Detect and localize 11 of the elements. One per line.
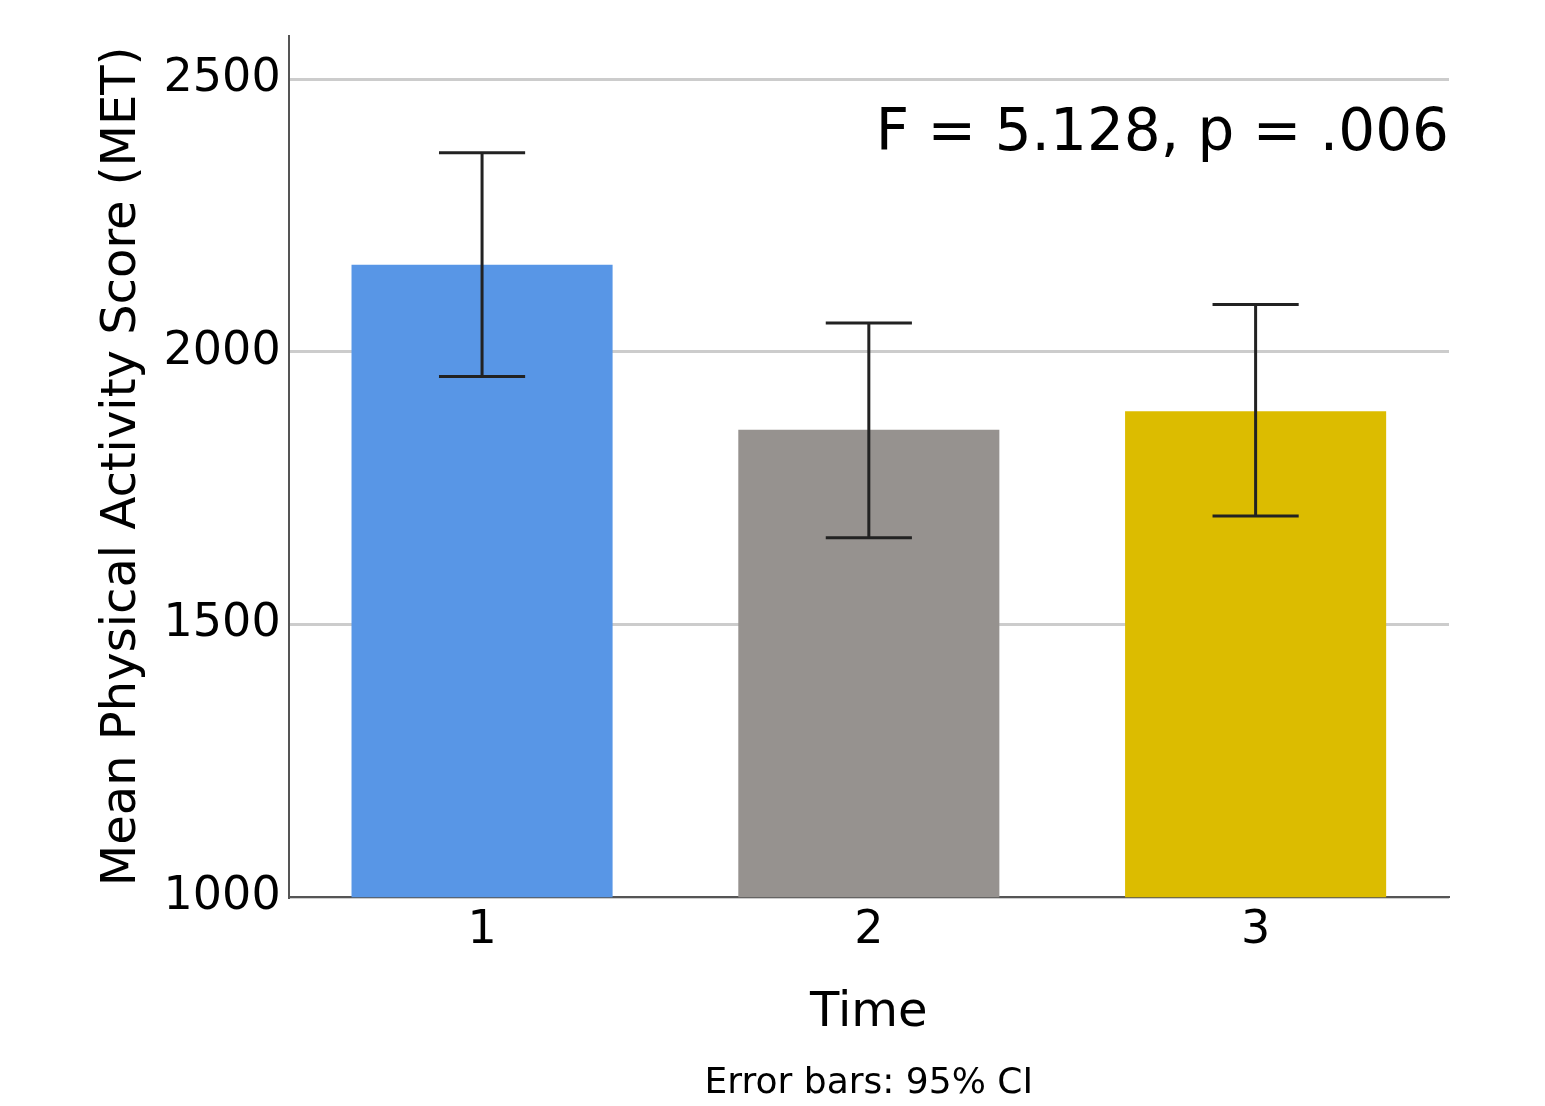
y-tick-label: 1500: [163, 593, 281, 648]
x-axis-title: Time: [809, 980, 928, 1037]
x-tick-label: 2: [854, 899, 884, 954]
text: Error bars: 95% CI: [704, 1060, 1034, 1102]
x-tick-label: 3: [1240, 899, 1271, 954]
x-tick-label: 1: [467, 899, 497, 954]
y-axis-title: Mean Physical Activity Score (MET): [90, 46, 147, 887]
y-tick-label: 2500: [163, 48, 281, 103]
y-tick-label: 1000: [163, 866, 281, 921]
y-tick-label: 2000: [163, 320, 281, 375]
annotation: F = 5.128, p = .006: [875, 95, 1449, 164]
